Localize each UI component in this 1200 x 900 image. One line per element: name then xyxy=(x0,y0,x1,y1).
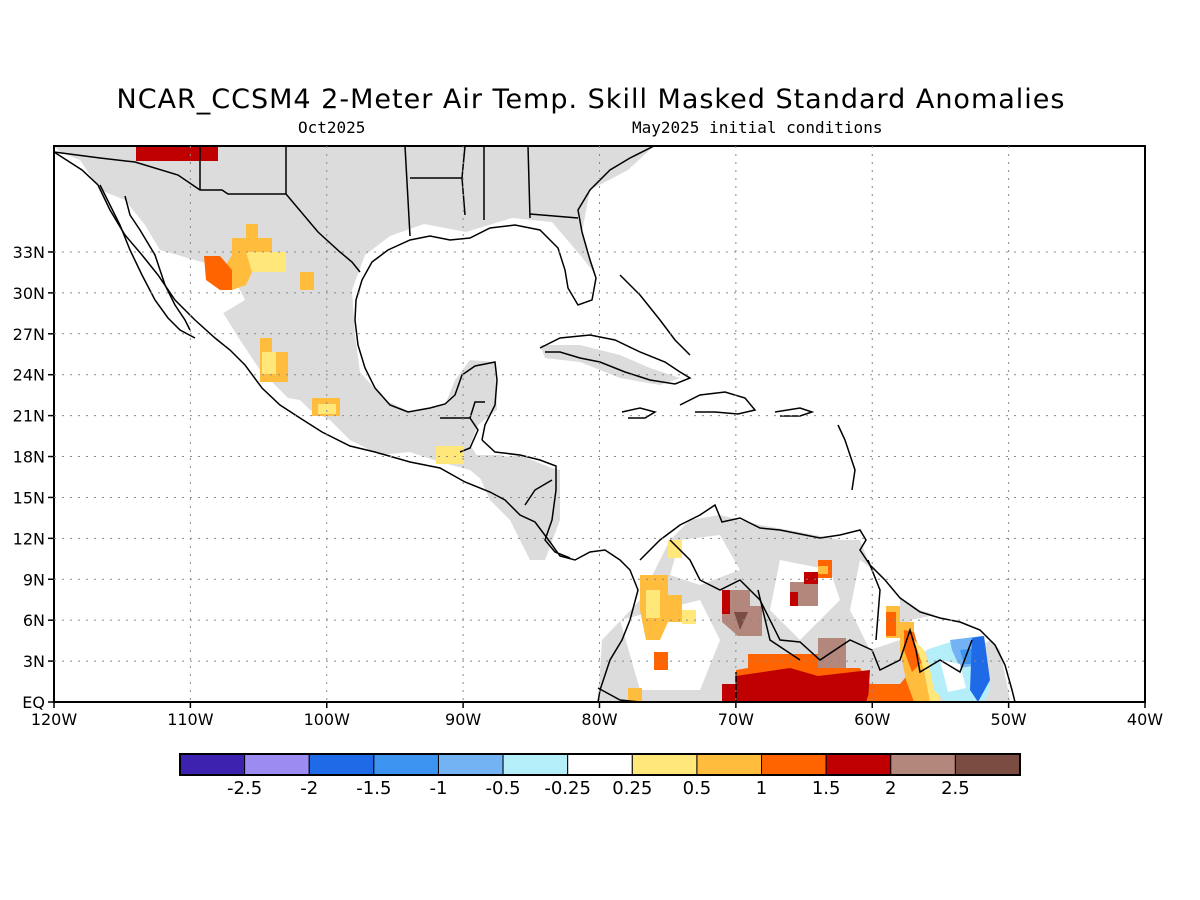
y-tick-label: 24N xyxy=(13,366,45,385)
colorbar: -2.5 -2 -1.5 -1 -0.5 -0.25 0.25 0.5 1 1.5 2 2.5 xyxy=(179,753,1021,799)
colorbar-label: 0.25 xyxy=(612,778,652,799)
colorbar-swatch xyxy=(502,753,569,776)
coastlines xyxy=(54,146,1016,702)
x-tick-label: 90W xyxy=(445,710,481,729)
x-tick-label: 70W xyxy=(718,710,754,729)
colorbar-swatch xyxy=(890,753,956,776)
colorbar-swatch xyxy=(308,753,375,776)
gridlines xyxy=(54,146,1145,702)
colorbar-frame xyxy=(179,753,1021,776)
x-tick-label: 80W xyxy=(581,710,617,729)
x-tick-label: 100W xyxy=(304,710,351,729)
y-tick-label: EQ xyxy=(22,693,45,712)
y-tick-label: 21N xyxy=(13,407,45,426)
colorbar-label: -2.5 xyxy=(227,778,262,799)
colorbar-swatch xyxy=(631,753,698,776)
initial-conditions: May2025 initial conditions xyxy=(632,118,883,137)
y-tick-label: 15N xyxy=(13,488,45,507)
valid-month: Oct2025 xyxy=(298,118,366,137)
colorbar-swatch xyxy=(761,753,827,776)
y-tick-label: 12N xyxy=(13,529,45,548)
y-tick-label: 27N xyxy=(13,325,45,344)
y-tick-label: 3N xyxy=(23,652,45,671)
colorbar-swatch xyxy=(567,753,633,776)
colorbar-label: -2 xyxy=(300,778,318,799)
x-tick-label: 110W xyxy=(167,710,214,729)
axis-ticks: 120W 110W 100W 90W 80W 70W 60W 50W 40W EQ 3N 6N 9N 12… xyxy=(13,243,1164,729)
colorbar-swatch xyxy=(244,753,310,776)
colorbar-swatch xyxy=(696,753,763,776)
anomaly-shading xyxy=(136,146,990,702)
map-title: NCAR_CCSM4 2-Meter Air Temp. Skill Maske… xyxy=(116,84,1066,115)
colorbar-label: 1.5 xyxy=(812,778,841,799)
colorbar-label: 2.5 xyxy=(941,778,970,799)
colorbar-label: 2 xyxy=(885,778,896,799)
x-tick-label: 120W xyxy=(31,710,78,729)
colorbar-swatch xyxy=(373,753,439,776)
colorbar-label: -1.5 xyxy=(356,778,391,799)
x-tick-label: 60W xyxy=(854,710,890,729)
y-tick-label: 18N xyxy=(13,448,45,467)
y-tick-label: 9N xyxy=(23,570,45,589)
y-tick-label: 33N xyxy=(13,243,45,262)
y-tick-label: 6N xyxy=(23,611,45,630)
colorbar-label: 0.5 xyxy=(683,778,712,799)
colorbar-label: 1 xyxy=(756,778,767,799)
map-layers xyxy=(54,146,1016,702)
colorbar-swatch xyxy=(954,753,1021,776)
x-tick-label: 50W xyxy=(991,710,1027,729)
x-tick-label: 40W xyxy=(1127,710,1163,729)
colorbar-label: -0.5 xyxy=(486,778,521,799)
colorbar-swatch xyxy=(437,753,504,776)
colorbar-label: -1 xyxy=(429,778,447,799)
colorbar-label: -0.25 xyxy=(544,778,591,799)
colorbar-swatch xyxy=(179,753,246,776)
y-tick-label: 30N xyxy=(13,284,45,303)
colorbar-swatch xyxy=(825,753,892,776)
